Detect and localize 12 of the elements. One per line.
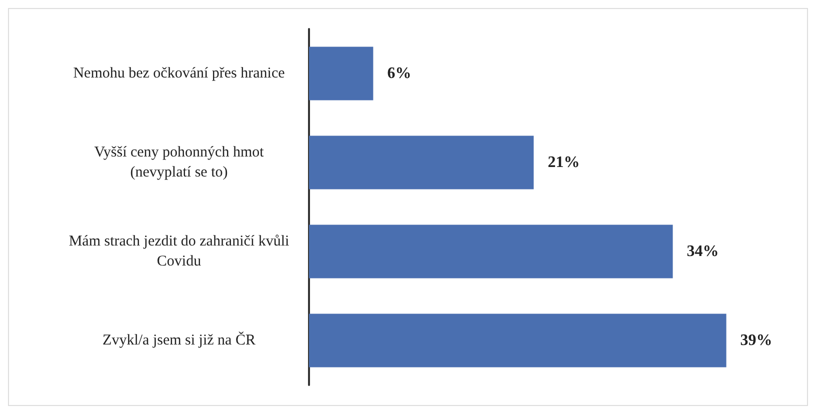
bar (309, 136, 534, 190)
data-label: 34% (686, 243, 719, 260)
bar (309, 46, 374, 100)
y-tick-label: Vyšší ceny pohonných hmot (nevyplatí se to) (94, 144, 265, 180)
data-label: 6% (387, 65, 412, 82)
y-tick-label: Zvykl/a jsem si již na ČR (102, 332, 256, 348)
data-label: 39% (740, 332, 772, 349)
bar (309, 224, 673, 278)
y-tick-label: Mám strach jezdit do zahraničí kvůli Covidu (68, 234, 290, 270)
bar (309, 314, 726, 368)
data-label: 21% (548, 154, 580, 171)
y-tick-label: Nemohu bez očkování přes hranice (73, 66, 286, 82)
